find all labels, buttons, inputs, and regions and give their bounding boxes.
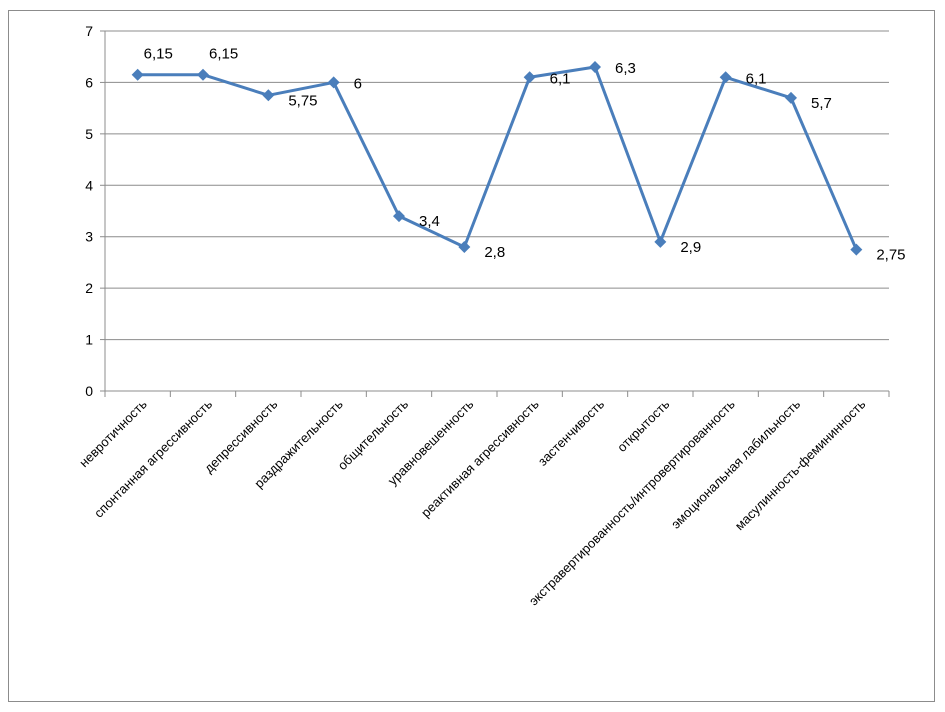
data-point xyxy=(850,243,863,256)
y-tick-label: 3 xyxy=(85,229,93,245)
chart-frame xyxy=(8,10,935,702)
y-tick-label: 6 xyxy=(85,74,93,90)
y-tick-label: 4 xyxy=(85,177,93,193)
data-point xyxy=(393,210,405,223)
x-tick-label: эмоциональная лабильность xyxy=(668,396,803,531)
data-labels: 6,15 6,15 5,75 6 3,4 2,8 6,1 6,3 2,9 6,1 5,7 2,75 xyxy=(144,46,906,264)
gridlines xyxy=(105,30,889,341)
y-axis: 0 1 2 3 4 5 6 7 xyxy=(85,23,106,399)
data-label: 6,1 xyxy=(746,70,767,87)
data-point xyxy=(523,71,536,84)
x-tick-label: застенчивость xyxy=(535,396,607,468)
data-point xyxy=(719,71,732,84)
y-tick-label: 2 xyxy=(85,280,93,296)
data-label: 6,3 xyxy=(615,60,636,77)
data-point xyxy=(589,61,601,73)
y-tick-label: 1 xyxy=(85,332,93,348)
data-label: 5,75 xyxy=(288,92,317,109)
data-label: 5,7 xyxy=(811,95,832,112)
data-label: 6,15 xyxy=(144,46,173,63)
x-tick-label: невротичность xyxy=(76,396,150,470)
data-point xyxy=(458,241,471,253)
data-label: 2,75 xyxy=(876,247,905,264)
data-point xyxy=(131,68,144,81)
x-tick-label: масулинность-фемининность xyxy=(732,396,869,533)
data-label: 2,9 xyxy=(680,239,701,256)
y-tick-label: 7 xyxy=(85,23,93,39)
data-point xyxy=(327,76,340,89)
data-label: 6 xyxy=(354,75,362,92)
data-point xyxy=(785,91,797,104)
data-label: 3,4 xyxy=(419,213,440,230)
data-label: 6,1 xyxy=(550,70,571,87)
series-path xyxy=(137,65,858,251)
data-label: 2,8 xyxy=(484,244,505,261)
y-tick-label: 0 xyxy=(85,383,93,399)
y-tick-label: 5 xyxy=(85,126,93,142)
series-line xyxy=(131,61,863,256)
data-point xyxy=(197,68,209,81)
data-point xyxy=(654,235,667,248)
x-tick-label: реактивная агрессивность xyxy=(418,396,542,520)
x-tick-label: спонтанная агрессивность xyxy=(91,396,215,520)
data-label: 6,15 xyxy=(209,46,238,63)
data-point xyxy=(262,89,275,102)
x-tick-label: открытость xyxy=(614,396,672,454)
